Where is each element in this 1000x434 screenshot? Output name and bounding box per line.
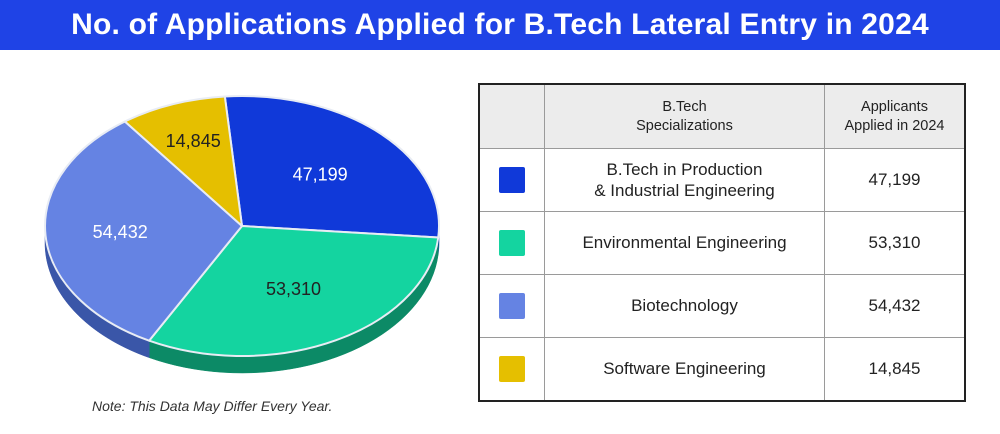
legend-swatch-cell bbox=[478, 337, 545, 402]
pie-slice bbox=[148, 225, 440, 357]
legend-applicants: 53,310 bbox=[824, 211, 966, 275]
legend-row: Software Engineering 14,845 bbox=[478, 337, 966, 402]
legend-table: B.Tech Specializations Applicants Applie… bbox=[478, 83, 966, 402]
pie-top-layer bbox=[44, 95, 440, 357]
legend-swatch bbox=[499, 230, 525, 256]
legend-specialization: Software Engineering bbox=[544, 337, 825, 402]
legend-specialization: Environmental Engineering bbox=[544, 211, 825, 275]
pie-data-label: 47,199 bbox=[293, 165, 348, 185]
legend-swatch-cell bbox=[478, 211, 545, 275]
legend-applicants: 54,432 bbox=[824, 274, 966, 338]
legend-row: Environmental Engineering 53,310 bbox=[478, 211, 966, 275]
legend-header-row: B.Tech Specializations Applicants Applie… bbox=[478, 83, 966, 149]
legend-header-color bbox=[478, 83, 545, 149]
pie-slice bbox=[223, 95, 440, 239]
legend-swatch bbox=[499, 293, 525, 319]
pie-data-label: 14,845 bbox=[166, 131, 221, 151]
legend-swatch-cell bbox=[478, 274, 545, 338]
legend-header-applicants: Applicants Applied in 2024 bbox=[824, 83, 966, 149]
legend-applicants: 47,199 bbox=[824, 148, 966, 212]
pie-slice bbox=[123, 95, 243, 227]
chart-title: No. of Applications Applied for B.Tech L… bbox=[0, 0, 1000, 50]
legend-swatch bbox=[499, 356, 525, 382]
legend-applicants: 14,845 bbox=[824, 337, 966, 402]
pie-data-label: 53,310 bbox=[266, 279, 321, 299]
legend-row: Biotechnology 54,432 bbox=[478, 274, 966, 338]
legend-swatch bbox=[499, 167, 525, 193]
legend-swatch-cell bbox=[478, 148, 545, 212]
legend-specialization: B.Tech in Production & Industrial Engine… bbox=[544, 148, 825, 212]
pie-label-layer: 47,199 53,310 54,432 14,845 bbox=[93, 131, 348, 299]
legend-header-specialization: B.Tech Specializations bbox=[544, 83, 825, 149]
footnote: Note: This Data May Differ Every Year. bbox=[92, 398, 333, 414]
legend-specialization: Biotechnology bbox=[544, 274, 825, 338]
pie-slice bbox=[44, 120, 243, 342]
legend-row: B.Tech in Production & Industrial Engine… bbox=[478, 148, 966, 212]
pie-chart: 47,199 53,310 54,432 14,845 bbox=[44, 95, 440, 374]
pie-data-label: 54,432 bbox=[93, 222, 148, 242]
